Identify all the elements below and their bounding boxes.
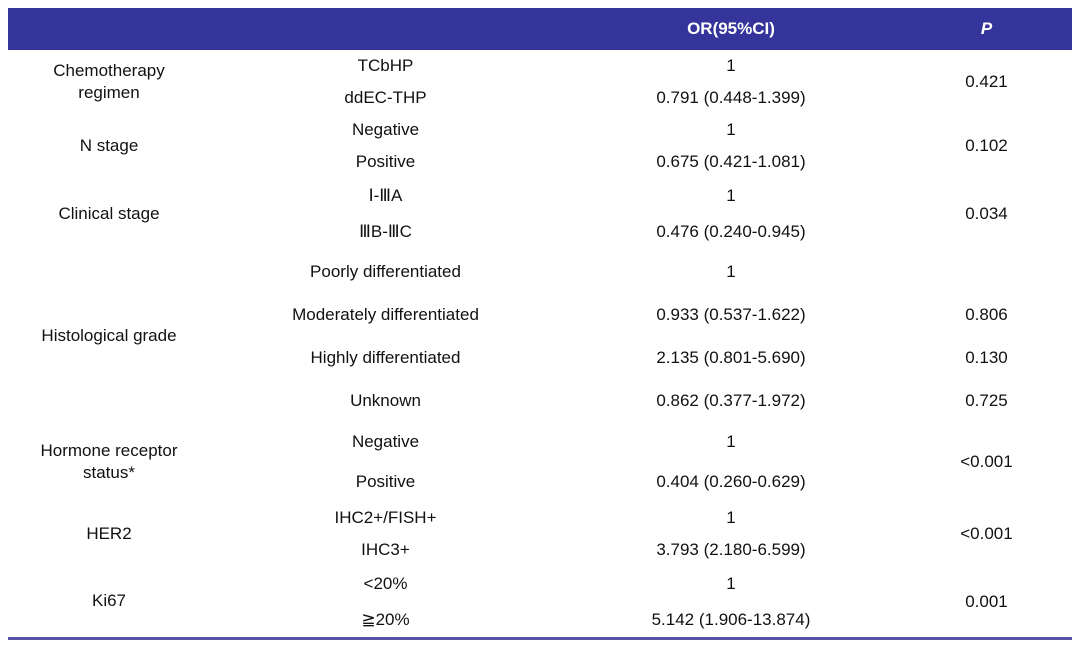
p-cell <box>901 250 1072 293</box>
table-row: Moderately differentiated 0.933 (0.537-1… <box>8 293 1072 336</box>
factor-label: Hormone receptor status* <box>40 440 178 482</box>
table-row: ddEC-THP 0.791 (0.448-1.399) <box>8 82 1072 114</box>
or-cell: 1 <box>726 508 736 528</box>
factor-cell: Histological grade <box>8 250 210 422</box>
table-row: HER2 IHC2+/FISH+ 1 <0.001 <box>8 502 1072 543</box>
multivariate-analysis-table: OR(95%CI) P Chemotherapy regimen TCbHP 1… <box>8 8 1072 640</box>
table-row: Clinical stage Ⅰ-ⅢA 1 0.034 <box>8 178 1072 223</box>
table-row: Unknown 0.862 (0.377-1.972) 0.725 <box>8 379 1072 422</box>
factor-cell: N stage <box>8 114 210 178</box>
empty-header-cell <box>8 8 561 50</box>
table-row: Histological grade Poorly differentiated… <box>8 250 1072 345</box>
group-cell: Highly differentiated <box>310 347 461 367</box>
factor-cell: Clinical stage <box>8 178 210 250</box>
factor-label: Clinical stage <box>58 203 160 223</box>
group-cell: ⅢB-ⅢC <box>359 222 412 242</box>
factor-cell: HER2 <box>8 502 210 566</box>
or-cell: 0.862 (0.377-1.972) <box>656 390 806 410</box>
or-cell: 1 <box>726 432 736 452</box>
group-cell: IHC3+ <box>361 540 410 560</box>
group-cell: <20% <box>363 574 408 594</box>
factor-cell: Ki67 <box>8 566 210 638</box>
group-cell: ddEC-THP <box>344 88 427 108</box>
or-cell: 2.135 (0.801-5.690) <box>656 347 806 367</box>
or-cell: 5.142 (1.906-13.874) <box>651 609 811 629</box>
group-cell: Negative <box>351 120 420 140</box>
table-row: Positive 0.675 (0.421-1.081) <box>8 146 1072 178</box>
or-cell: 1 <box>726 574 736 594</box>
or-cell: 3.793 (2.180-6.599) <box>656 540 806 560</box>
p-cell: 0.725 <box>965 390 1008 410</box>
factor-label: HER2 <box>86 523 132 543</box>
or-column-header: OR(95%CI) <box>561 8 901 50</box>
or-cell: 0.933 (0.537-1.622) <box>656 304 806 324</box>
table-row: Positive 0.404 (0.260-0.629) <box>8 462 1072 502</box>
p-cell: 0.421 <box>965 72 1008 92</box>
table-row: Hormone receptor status* Negative 1 <0.0… <box>8 422 1072 482</box>
or-cell: 1 <box>726 56 736 76</box>
group-cell: IHC2+/FISH+ <box>334 508 437 528</box>
group-cell: Positive <box>355 152 416 172</box>
table-row: N stage Negative 1 0.102 <box>8 114 1072 155</box>
group-cell: Poorly differentiated <box>310 261 461 281</box>
p-cell: <0.001 <box>960 524 1013 544</box>
group-cell: Ⅰ-ⅢA <box>368 186 403 206</box>
group-cell: Unknown <box>350 390 421 410</box>
table-row: Highly differentiated 2.135 (0.801-5.690… <box>8 336 1072 379</box>
group-cell: ≧20% <box>361 609 410 629</box>
factor-cell: Hormone receptor status* <box>8 422 210 502</box>
p-cell: 0.806 <box>965 304 1008 324</box>
factor-label: N stage <box>79 135 139 155</box>
factor-label: Histological grade <box>41 325 177 345</box>
p-cell: 0.034 <box>965 204 1008 224</box>
or-cell: 1 <box>726 186 736 206</box>
table-row: Chemotherapy regimen TCbHP 1 0.421 <box>8 50 1072 102</box>
factor-cell: Chemotherapy regimen <box>8 50 210 114</box>
factor-label: Ki67 <box>91 591 127 611</box>
factor-label: Chemotherapy regimen <box>53 60 165 102</box>
or-cell: 1 <box>726 261 736 281</box>
group-cell: Moderately differentiated <box>292 304 479 324</box>
p-cell: 0.001 <box>965 591 1008 611</box>
p-column-header: P <box>901 8 1072 50</box>
table-header-row: OR(95%CI) P <box>8 8 1072 50</box>
or-cell: 0.675 (0.421-1.081) <box>656 152 806 172</box>
table-row: IHC3+ 3.793 (2.180-6.599) <box>8 534 1072 566</box>
group-cell: TCbHP <box>357 56 414 76</box>
or-cell: 0.476 (0.240-0.945) <box>656 222 806 242</box>
or-cell: 0.404 (0.260-0.629) <box>656 472 806 492</box>
p-cell: <0.001 <box>960 452 1013 472</box>
p-cell: 0.102 <box>965 136 1008 156</box>
table-row: Ki67 <20% 1 0.001 <box>8 566 1072 610</box>
p-cell: 0.130 <box>965 347 1008 367</box>
table-row: ≧20% 5.142 (1.906-13.874) <box>8 602 1072 638</box>
or-cell: 1 <box>726 120 736 140</box>
or-cell: 0.791 (0.448-1.399) <box>656 88 806 108</box>
table-row: ⅢB-ⅢC 0.476 (0.240-0.945) <box>8 214 1072 250</box>
group-cell: Positive <box>355 472 416 492</box>
group-cell: Negative <box>351 432 420 452</box>
